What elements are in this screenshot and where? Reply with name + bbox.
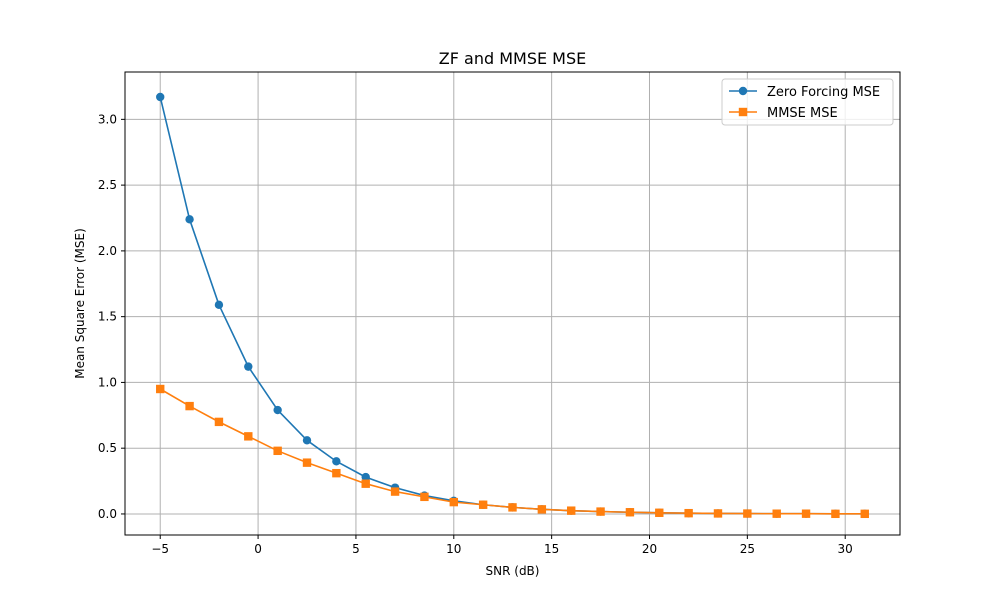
series-layer	[156, 92, 869, 519]
mmse-point	[860, 509, 869, 519]
mmse-point	[390, 487, 400, 496]
mmse-point	[361, 479, 370, 488]
legend-marker	[738, 86, 748, 96]
mmse-point	[449, 497, 458, 507]
x-tick-label: 20	[642, 542, 657, 556]
mmse-point	[684, 508, 693, 518]
x-axis-label: SNR (dB)	[486, 564, 540, 578]
zero-forcing-point	[361, 472, 370, 482]
mmse-point	[332, 468, 341, 478]
mmse-point	[214, 417, 224, 427]
y-tick-label: 1.0	[98, 375, 117, 389]
mmse-point	[508, 503, 517, 512]
mmse-point	[772, 509, 781, 518]
legend-marker	[738, 107, 748, 117]
mmse-point	[185, 401, 194, 411]
plot-frame	[124, 71, 901, 536]
x-tick-label: −5	[151, 542, 169, 556]
mmse-point	[713, 509, 723, 518]
mmse-point	[831, 509, 840, 519]
mmse-point	[743, 509, 752, 518]
mmse-series	[156, 384, 869, 519]
legend-label: MMSE MSE	[767, 106, 838, 121]
chart-title: ZF and MMSE MSE	[439, 49, 586, 68]
mmse-point	[801, 509, 811, 518]
x-tick-label: 5	[352, 542, 360, 556]
mmse-point	[420, 492, 429, 502]
grid-lines	[125, 72, 900, 535]
y-axis-label: Mean Square Error (MSE)	[73, 228, 87, 379]
mmse-point	[156, 384, 165, 394]
x-axis-ticks: −5 0 5 10 15 20 25 30	[151, 535, 853, 556]
legend-item-mmse: MMSE MSE	[729, 106, 838, 121]
y-tick-label: 2.0	[98, 244, 117, 258]
zero-forcing-point	[244, 362, 253, 371]
zero-forcing-point	[214, 300, 224, 310]
x-tick-label: 10	[446, 542, 461, 556]
zero-forcing-point	[273, 405, 282, 415]
x-tick-label: 25	[740, 542, 755, 556]
mmse-point	[596, 507, 605, 516]
y-tick-label: 2.5	[98, 178, 117, 192]
mmse-point	[302, 458, 312, 467]
mmse-point	[273, 446, 282, 456]
mmse-point	[537, 505, 547, 514]
x-tick-label: 0	[254, 542, 262, 556]
legend-box	[721, 78, 894, 126]
legend-item-zero-forcing: Zero Forcing MSE	[729, 85, 880, 100]
y-tick-label: 3.0	[98, 112, 117, 126]
zero-forcing-point	[185, 215, 194, 224]
y-tick-label: 1.5	[98, 310, 117, 324]
legend-label: Zero Forcing MSE	[767, 85, 880, 100]
zero-forcing-point	[302, 436, 312, 445]
y-axis-ticks: 0.0 0.5 1.0 1.5 2.0 2.5 3.0	[98, 112, 125, 521]
zero-forcing-point	[332, 457, 341, 466]
legend-items: Zero Forcing MSE MMSE MSE	[729, 85, 880, 121]
zero-forcing-point	[156, 92, 165, 102]
x-tick-label: 15	[544, 542, 559, 556]
y-tick-label: 0.5	[98, 441, 117, 455]
mmse-point	[625, 508, 635, 517]
mmse-point	[244, 432, 253, 441]
mmse-point	[478, 500, 488, 509]
x-tick-label: 30	[838, 542, 853, 556]
legend: Zero Forcing MSE MMSE MSE	[721, 78, 894, 126]
mmse-point	[567, 506, 576, 515]
mmse-point	[655, 508, 664, 517]
y-tick-label: 0.0	[98, 507, 117, 521]
